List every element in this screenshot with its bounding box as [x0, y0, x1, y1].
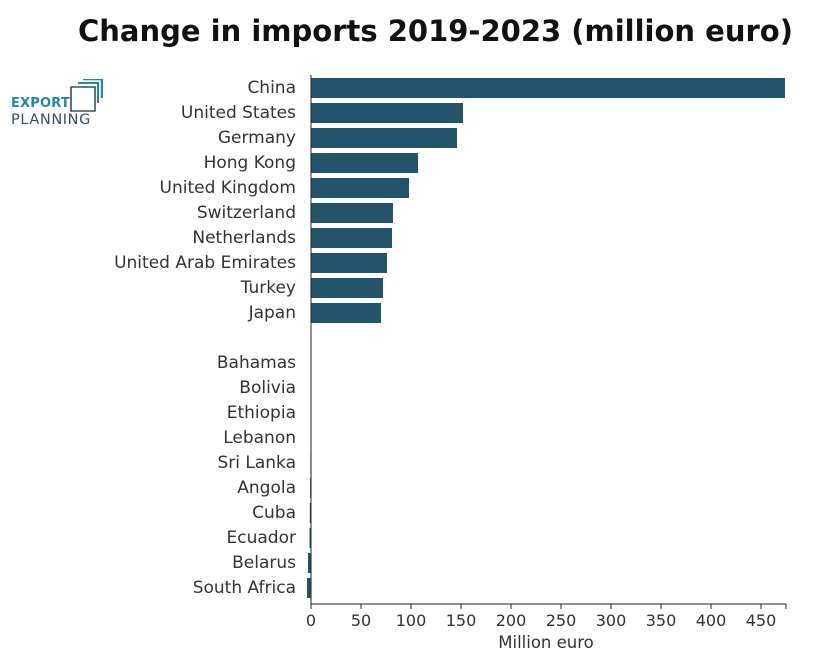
x-tick-label: 200 [496, 611, 527, 630]
category-label: Ethiopia [227, 403, 296, 423]
bar-china [311, 78, 785, 98]
x-tick-label: 250 [546, 611, 577, 630]
logo-text-export: EXPORT [11, 96, 70, 111]
bar-south-africa [307, 578, 311, 598]
category-label: Hong Kong [204, 153, 296, 173]
x-tick-label: 0 [306, 611, 316, 630]
bar-belarus [308, 553, 311, 573]
category-label: Cuba [252, 503, 296, 523]
export-planning-logo: EXPORT PLANNING [11, 79, 111, 129]
chart-title: Change in imports 2019-2023 (million eur… [78, 14, 793, 48]
category-label: Angola [237, 478, 296, 498]
bar-united-kingdom [311, 178, 409, 198]
bar-ecuador [309, 528, 311, 548]
category-label: Ecuador [227, 528, 296, 548]
category-label: United Arab Emirates [114, 253, 296, 273]
bar-germany [311, 128, 457, 148]
category-label: Japan [248, 303, 296, 323]
x-tick-label: 50 [351, 611, 371, 630]
bar-turkey [311, 278, 383, 298]
bar-cuba [309, 503, 311, 523]
x-axis-label: Million euro [498, 633, 594, 652]
category-label: China [247, 78, 296, 98]
bar-united-states [311, 103, 463, 123]
bar-switzerland [311, 203, 393, 223]
category-label: Switzerland [197, 203, 296, 223]
x-tick-label: 350 [646, 611, 677, 630]
x-tick-label: 300 [596, 611, 627, 630]
category-label: Bahamas [217, 353, 296, 373]
category-label: Sri Lanka [217, 453, 296, 473]
bar-united-arab-emirates [311, 253, 387, 273]
category-label: Germany [218, 128, 296, 148]
category-label: Turkey [240, 278, 296, 298]
bar-netherlands [311, 228, 392, 248]
category-label: Netherlands [192, 228, 296, 248]
category-label: Belarus [232, 553, 296, 573]
logo-text-planning: PLANNING [11, 112, 91, 128]
bar-japan [311, 303, 381, 323]
x-tick-label: 150 [446, 611, 477, 630]
x-tick-label: 400 [696, 611, 727, 630]
category-label: United Kingdom [160, 178, 296, 198]
logo-bracket-icon [70, 79, 103, 112]
x-tick-label: 100 [396, 611, 427, 630]
category-label: United States [181, 103, 296, 123]
category-label: South Africa [193, 578, 296, 598]
x-tick-label: 450 [746, 611, 777, 630]
category-label: Lebanon [223, 428, 296, 448]
bar-hong-kong [311, 153, 418, 173]
category-label: Bolivia [239, 378, 296, 398]
